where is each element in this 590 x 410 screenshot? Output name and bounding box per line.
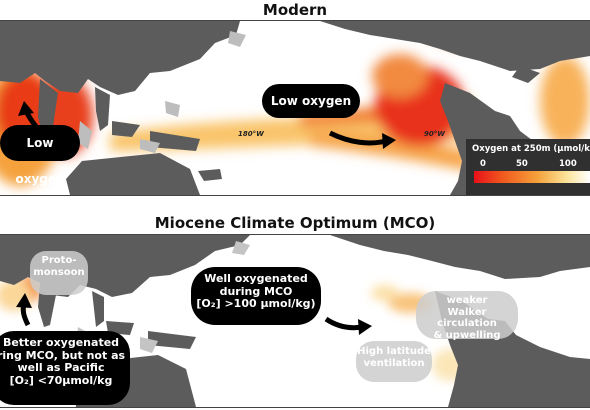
oxygen-legend: Oxygen at 250m (μmol/kg) 0 50 100 (466, 139, 590, 195)
weaker-walker-line-3: & upwelling (433, 329, 501, 341)
weaker-walker-line-2: Walker circulation (437, 306, 497, 330)
mco-arrows (16, 293, 372, 335)
better-oxygenated-line-4: [O₂] <70μmol/kg (9, 373, 113, 387)
low-oxygen-label-left: Low oxygen (0, 125, 80, 186)
panel-title-modern: Modern (262, 1, 328, 19)
longitude-label-90w: 90°W (424, 130, 445, 138)
legend-tick-0: 0 (480, 159, 486, 169)
high-latitude-line-1: High latitude (357, 346, 431, 357)
well-oxygenated-line-1: Well oxygenated (204, 272, 308, 285)
better-oxygenated-line-3: well as Pacific (17, 361, 105, 375)
longitude-label-180w: 180°W (238, 130, 264, 138)
legend-color-bar (474, 171, 590, 183)
well-oxygenated-label: Well oxygenated during MCO [O₂] >100 μmo… (191, 267, 321, 325)
modern-map-panel: Low oxygen Low oxygen 180°W 90°W Oxygen … (0, 20, 590, 196)
modern-shelf (78, 31, 246, 153)
proto-monsoon-line-2: monsoon (33, 266, 85, 278)
weaker-walker-line-1: weaker (446, 295, 488, 306)
better-oxygenated-line-2: ring MCO, but not as (0, 348, 126, 362)
mco-map-panel: Proto- monsoon Well oxygenated during MC… (0, 234, 590, 408)
weaker-walker-label: weaker Walker circulation & upwelling (416, 291, 518, 341)
high-latitude-line-2: ventilation (363, 357, 425, 369)
proto-monsoon-line-1: Proto- (41, 255, 77, 266)
better-oxygenated-line-1: Better oxygenated (2, 336, 120, 349)
well-oxygenated-line-2: during MCO (219, 284, 293, 298)
low-oxygen-label-center: Low oxygen (262, 84, 360, 118)
legend-tick-100: 100 (559, 159, 577, 169)
well-oxygenated-line-3: [O₂] >100 μmol/kg) (196, 297, 316, 311)
panel-title-mco: Miocene Climate Optimum (MCO) (154, 214, 436, 232)
legend-tick-50: 50 (516, 159, 528, 169)
high-latitude-label: High latitude ventilation (356, 341, 432, 382)
better-oxygenated-label: Better oxygenated ring MCO, but not as w… (0, 331, 130, 405)
proto-monsoon-label: Proto- monsoon (30, 251, 88, 295)
legend-title: Oxygen at 250m (μmol/kg) (472, 144, 590, 154)
